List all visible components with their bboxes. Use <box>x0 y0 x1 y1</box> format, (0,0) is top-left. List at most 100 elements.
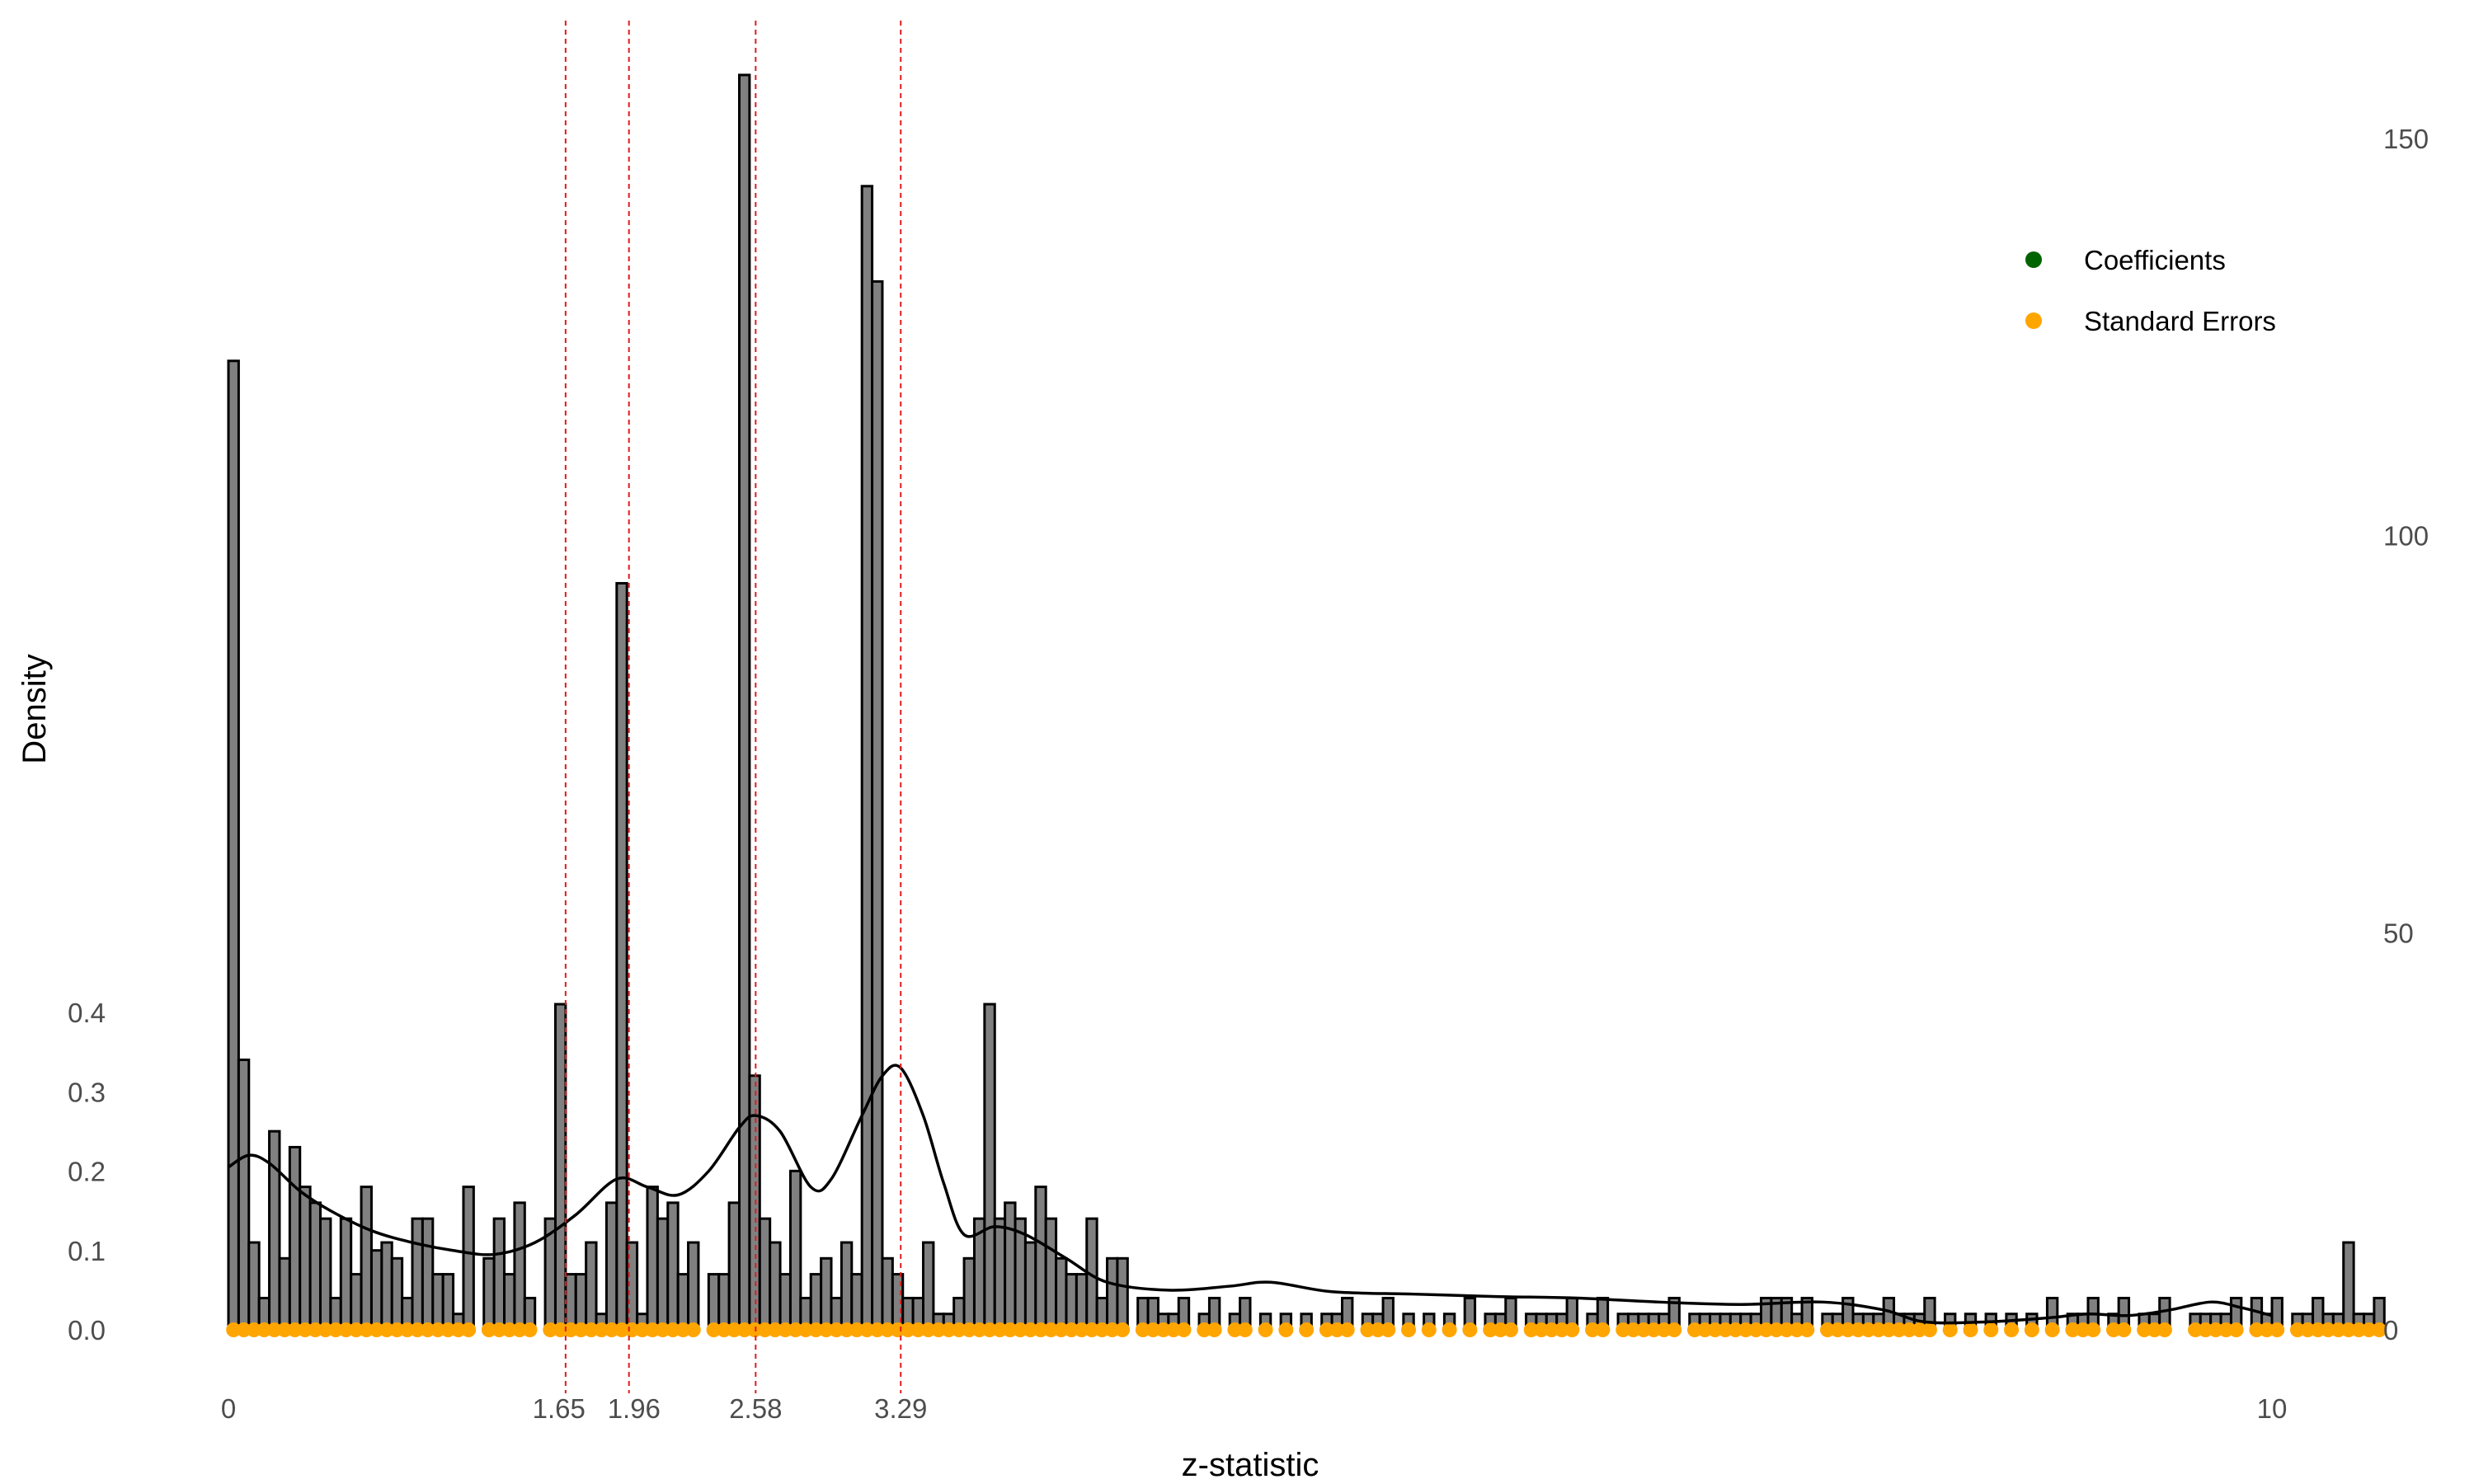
standard-error-point <box>1779 1322 1794 1337</box>
standard-error-point <box>2259 1322 2274 1337</box>
standard-error-point <box>481 1322 496 1337</box>
histogram-bar <box>666 1201 680 1331</box>
histogram-bar <box>574 1273 588 1331</box>
standard-error-point <box>1135 1322 1150 1337</box>
y-right-tick-label: 150 <box>2383 124 2429 154</box>
histogram-bar <box>492 1217 506 1331</box>
standard-error-point <box>920 1322 936 1337</box>
histogram-bar <box>390 1256 404 1331</box>
y-left-tick-label: 0.0 <box>68 1315 106 1345</box>
y-right-tick-label: 100 <box>2383 521 2429 552</box>
standard-error-point <box>757 1322 773 1337</box>
standard-error-point <box>440 1322 456 1337</box>
standard-error-point <box>2372 1322 2387 1337</box>
standard-error-point <box>1033 1322 1049 1337</box>
standard-error-point <box>492 1322 507 1337</box>
standard-error-point <box>522 1322 538 1337</box>
standard-error-point <box>2228 1322 2244 1337</box>
standard-error-point <box>1421 1322 1437 1337</box>
legend-label-coefficients: Coefficients <box>2084 245 2226 275</box>
standard-error-point <box>1094 1322 1110 1337</box>
standard-error-point <box>2024 1322 2039 1337</box>
histogram-bar <box>788 1169 802 1331</box>
histogram-bar <box>380 1241 393 1331</box>
standard-error-point <box>399 1322 415 1337</box>
standard-error-point <box>1002 1322 1018 1337</box>
standard-error-point <box>1074 1322 1089 1337</box>
standard-error-point <box>910 1322 926 1337</box>
standard-error-point <box>430 1322 445 1337</box>
histogram-bar <box>369 1249 383 1331</box>
y-right-tick-label: 0 <box>2383 1315 2398 1345</box>
histogram-bar <box>717 1273 731 1331</box>
standard-error-point <box>1503 1322 1518 1337</box>
standard-error-point <box>1554 1322 1569 1337</box>
y-axis-title: Density <box>16 654 53 763</box>
standard-error-point <box>869 1322 885 1337</box>
histogram-bar <box>1106 1256 1119 1331</box>
standard-error-point <box>2137 1322 2152 1337</box>
standard-error-point <box>1483 1322 1498 1337</box>
standard-error-point <box>359 1322 374 1337</box>
standard-error-point <box>1595 1322 1611 1337</box>
histogram-bar <box>983 1003 996 1331</box>
critical-value-lines <box>564 21 902 1393</box>
standard-error-point <box>971 1322 987 1337</box>
x-tick-label: 0 <box>221 1393 236 1424</box>
standard-error-point <box>675 1322 691 1337</box>
histogram-bar <box>604 1201 618 1331</box>
standard-error-point <box>1084 1322 1099 1337</box>
histogram-bar <box>676 1273 690 1331</box>
standard-error-point <box>461 1322 477 1337</box>
histogram-bar <box>993 1217 1007 1331</box>
standard-error-point <box>2249 1322 2265 1337</box>
standard-error-point <box>716 1322 731 1337</box>
standard-error-point <box>583 1322 599 1337</box>
standard-error-point <box>604 1322 619 1337</box>
standard-error-point <box>2331 1322 2346 1337</box>
standard-error-point <box>246 1322 261 1337</box>
rug-points <box>226 1322 2387 1337</box>
standard-error-point <box>624 1322 640 1337</box>
standard-error-point <box>338 1322 354 1337</box>
histogram-bar <box>360 1186 373 1331</box>
standard-error-point <box>1523 1322 1539 1337</box>
standard-error-point <box>1881 1322 1897 1337</box>
standard-error-point <box>1401 1322 1417 1337</box>
standard-error-point <box>410 1322 426 1337</box>
histogram-bar <box>758 1217 772 1331</box>
x-tick-label: 3.29 <box>874 1393 927 1424</box>
standard-error-point <box>1145 1322 1161 1337</box>
standard-error-point <box>1860 1322 1876 1337</box>
standard-error-point <box>992 1322 1008 1337</box>
standard-error-point <box>226 1322 242 1337</box>
standard-error-point <box>501 1322 517 1337</box>
standard-error-point <box>1870 1322 1886 1337</box>
histogram-bar <box>441 1273 455 1331</box>
standard-error-point <box>1023 1322 1038 1337</box>
standard-error-point <box>1636 1322 1652 1337</box>
histogram-bar <box>1004 1201 1017 1331</box>
standard-error-point <box>543 1322 558 1337</box>
x-tick-label: 1.65 <box>533 1393 586 1424</box>
histogram-bar <box>727 1201 741 1331</box>
legend-label-standard-errors: Standard Errors <box>2084 306 2276 336</box>
standard-error-point <box>1625 1322 1641 1337</box>
standard-error-point <box>2351 1322 2367 1337</box>
histogram-bar <box>738 73 751 1331</box>
standard-error-point <box>1697 1322 1713 1337</box>
x-axis-title: z-statistic <box>1182 1447 1319 1483</box>
legend-item-standard-errors: Standard Errors <box>2025 306 2276 336</box>
standard-error-point <box>727 1322 742 1337</box>
standard-error-point <box>1718 1322 1733 1337</box>
histogram-bar <box>431 1273 444 1331</box>
histogram-bar <box>462 1186 475 1331</box>
legend-swatch-standard-errors <box>2025 312 2042 329</box>
density-curve <box>228 1064 2273 1325</box>
standard-error-point <box>614 1322 630 1337</box>
y-left-tick-label: 0.3 <box>68 1077 106 1107</box>
standard-error-point <box>1206 1322 1222 1337</box>
histogram-bar <box>1065 1273 1078 1331</box>
histogram-bar <box>881 1256 894 1331</box>
